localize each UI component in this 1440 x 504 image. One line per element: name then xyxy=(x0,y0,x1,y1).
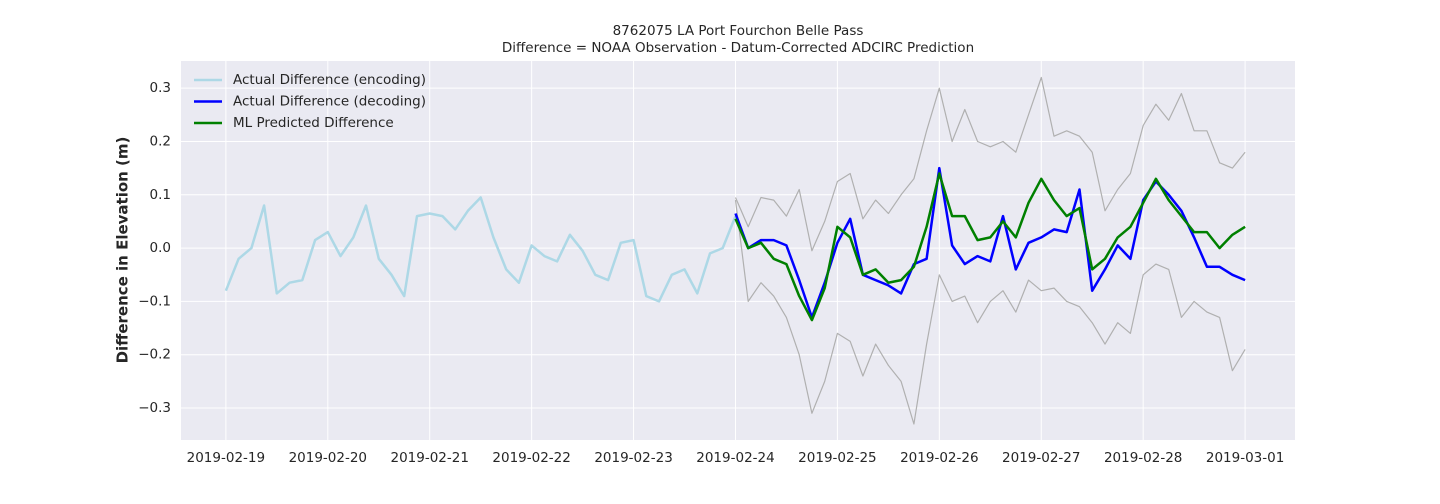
x-tick-label: 2019-03-01 xyxy=(1206,450,1284,466)
x-tick-label: 2019-02-19 xyxy=(187,450,265,466)
legend-label: Actual Difference (decoding) xyxy=(233,94,426,110)
x-tick-label: 2019-02-24 xyxy=(696,450,774,466)
chart-title: 8762075 LA Port Fourchon Belle Pass xyxy=(613,23,864,39)
y-tick-label: 0.3 xyxy=(150,80,171,96)
legend-label: Actual Difference (encoding) xyxy=(233,72,426,88)
x-tick-label: 2019-02-23 xyxy=(594,450,672,466)
y-tick-label: 0.1 xyxy=(150,187,171,203)
data-line xyxy=(734,172,1246,322)
legend-label: ML Predicted Difference xyxy=(233,115,394,131)
data-line xyxy=(224,196,737,303)
x-tick-label: 2019-02-26 xyxy=(900,450,978,466)
x-tick-label: 2019-02-22 xyxy=(492,450,570,466)
chart-subtitle: Difference = NOAA Observation - Datum-Co… xyxy=(502,40,974,56)
y-tick-label: 0.2 xyxy=(150,133,171,149)
legend: Actual Difference (encoding) Actual Diffe… xyxy=(194,72,426,131)
x-tick-label: 2019-02-20 xyxy=(289,450,367,466)
data-line xyxy=(734,76,1246,252)
x-tick-label: 2019-02-27 xyxy=(1002,450,1080,466)
y-tick-label: 0.0 xyxy=(150,240,171,256)
x-tick-label: 2019-02-25 xyxy=(798,450,876,466)
data-line xyxy=(734,200,1246,425)
y-tick-label: −0.3 xyxy=(138,400,171,416)
y-tick-label: −0.1 xyxy=(138,293,171,309)
y-tick-label: −0.2 xyxy=(138,347,171,363)
x-tick-label: 2019-02-21 xyxy=(390,450,468,466)
y-axis-label: Difference in Elevation (m) xyxy=(114,137,132,364)
x-tick-label: 2019-02-28 xyxy=(1104,450,1182,466)
